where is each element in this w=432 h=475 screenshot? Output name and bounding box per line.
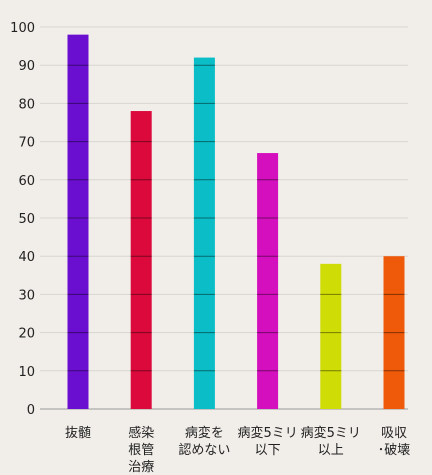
bar [67,34,89,409]
x-tick-label: 吸収･破壊 [378,426,411,458]
bar [193,57,215,410]
gridlines [40,26,408,410]
y-tick-label: 20 [18,327,35,342]
bar [320,263,342,409]
x-tick-label: 抜髄 [65,425,91,441]
y-tick-label: 10 [18,365,35,380]
y-tick-label: 50 [18,212,35,227]
y-tick-label: 90 [18,59,35,74]
x-tick-label: 感染根管治療 [128,425,154,475]
y-tick-label: 30 [18,288,35,303]
y-tick-label: 70 [18,136,35,151]
x-tick-label: 病変5ミリ以上 [301,425,361,458]
x-tick-label: 病変を認めない [178,425,230,458]
bar [257,153,279,409]
y-tick-label: 0 [27,403,35,418]
bar [383,256,405,409]
y-axis: 0 10 20 30 40 50 60 70 80 90 100 [10,21,35,418]
bars [67,34,405,410]
y-tick-label: 40 [18,250,35,265]
y-tick-label: 100 [10,21,35,36]
bar [130,111,152,409]
y-tick-label: 80 [18,97,35,112]
x-tick-label: 病変5ミリ以下 [237,425,297,458]
y-tick-label: 60 [18,174,35,189]
